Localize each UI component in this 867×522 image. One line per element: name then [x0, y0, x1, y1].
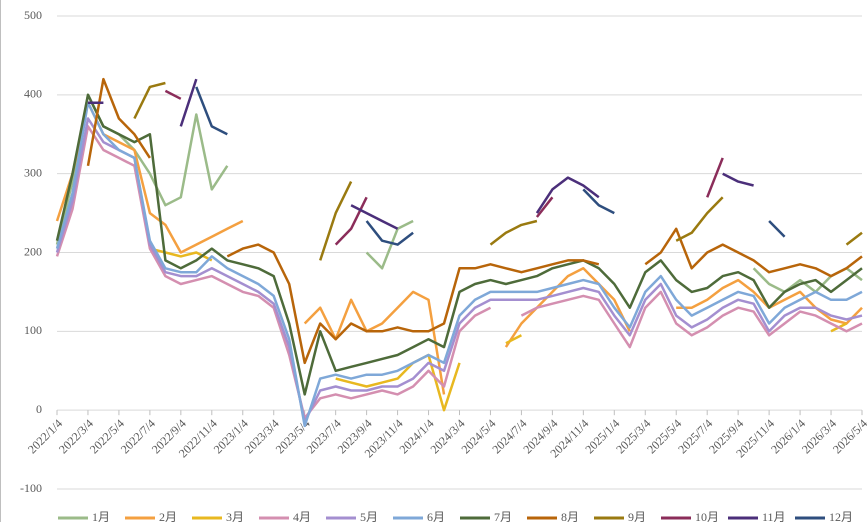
legend-label: 9月 — [628, 510, 646, 522]
legend-label: 6月 — [427, 510, 445, 522]
series-line — [55, 93, 863, 294]
y-tick-label: 500 — [24, 8, 42, 22]
legend-label: 7月 — [494, 510, 512, 522]
series-line — [55, 101, 863, 395]
series-line — [55, 125, 863, 420]
series-line — [55, 117, 863, 424]
series-line — [195, 86, 786, 246]
series-line — [55, 93, 863, 396]
legend-label: 12月 — [829, 510, 853, 522]
legend-label: 5月 — [360, 510, 378, 522]
y-tick-label: 400 — [24, 87, 42, 101]
series-line — [55, 101, 863, 428]
series-line — [133, 81, 863, 261]
y-tick-label: 200 — [24, 244, 42, 258]
series-line — [164, 89, 724, 246]
legend-label: 8月 — [561, 510, 579, 522]
legend-label: 1月 — [92, 510, 110, 522]
y-tick-label: 0 — [36, 402, 42, 416]
legend-label: 3月 — [226, 510, 244, 522]
legend-label: 4月 — [293, 510, 311, 522]
series-line — [149, 247, 848, 412]
y-tick-label: 300 — [24, 165, 42, 179]
legend-label: 11月 — [762, 510, 786, 522]
legend-label: 2月 — [159, 510, 177, 522]
x-tick-label: 2026/5/4 — [830, 416, 867, 456]
series-line — [88, 78, 754, 230]
y-tick-label: -100 — [20, 481, 42, 495]
legend-label: 10月 — [695, 510, 719, 522]
y-tick-label: 100 — [24, 323, 42, 337]
series-line — [86, 77, 863, 365]
